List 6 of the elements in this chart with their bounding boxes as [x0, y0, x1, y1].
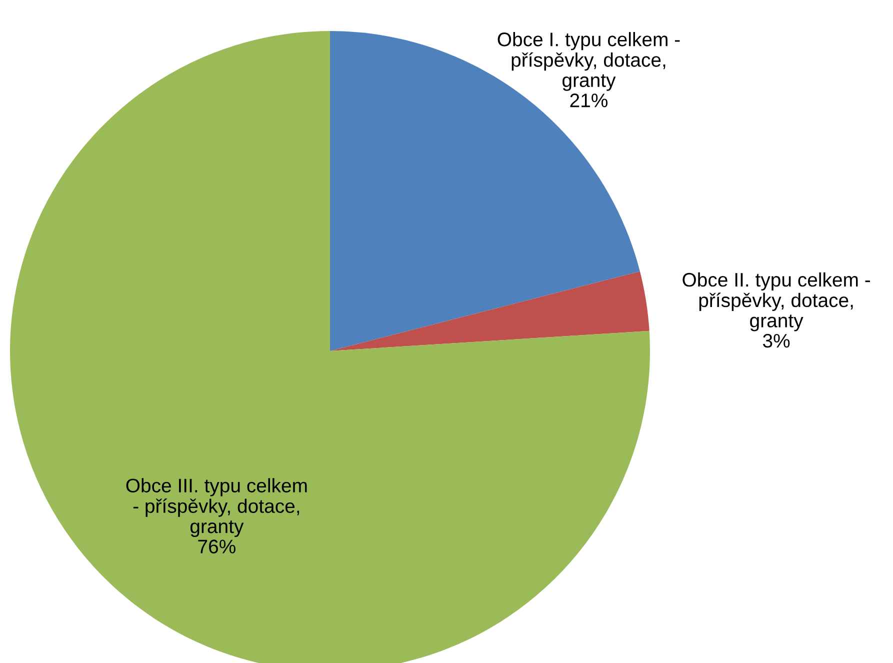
slice-label: Obce I. typu celkem - příspěvky, dotace, granty	[498, 32, 680, 91]
data-label: 3%	[762, 334, 790, 348]
data-label: 21%	[570, 94, 608, 108]
slice-label: Obce II. typu celkem - příspěvky, dotace, granty	[682, 272, 870, 332]
data-label: 76%	[198, 540, 236, 554]
slice-label: Obce III. typu celkem - příspěvky, dotace, granty	[126, 478, 307, 538]
